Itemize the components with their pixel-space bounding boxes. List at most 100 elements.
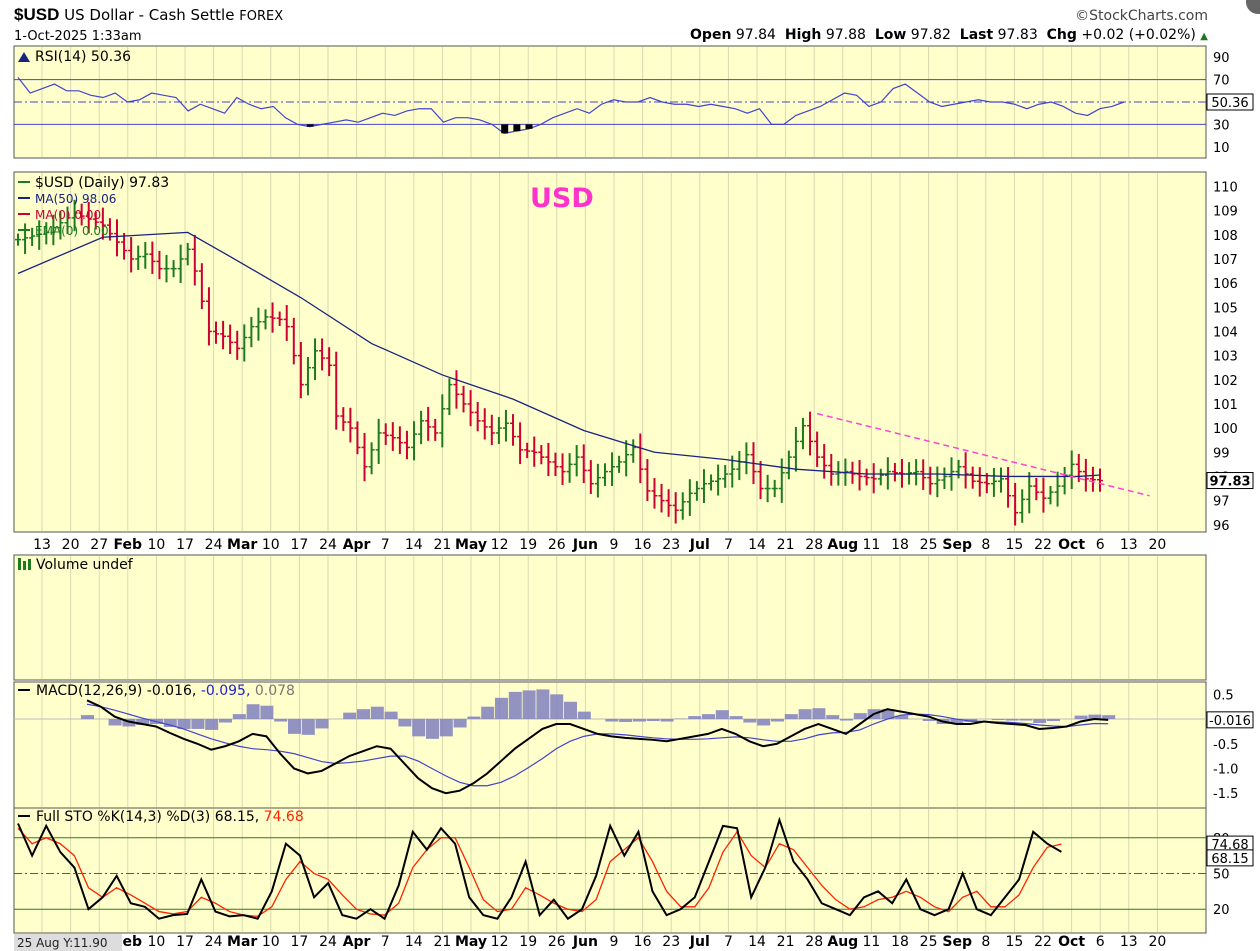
macd-histogram-bar — [108, 719, 122, 726]
source-logo[interactable]: ©StockCharts.com — [1075, 8, 1208, 24]
x-tick-label: May — [455, 537, 487, 553]
rsi-y-tick: 30 — [1213, 118, 1230, 133]
price-y-tick: 101 — [1213, 398, 1238, 413]
symbol-name: US Dollar - Cash Settle — [64, 6, 235, 24]
macd-histogram-bar — [191, 719, 205, 729]
volume-icon-bar — [28, 559, 31, 570]
macd-histogram-bar — [412, 719, 426, 737]
macd-histogram-bar — [495, 697, 508, 720]
macd-histogram-bar — [370, 706, 384, 720]
macd-histogram-bar — [743, 719, 757, 723]
macd-histogram-bar — [439, 719, 453, 737]
x-tick-label: 19 — [519, 537, 537, 553]
price-last-value-box — [1206, 472, 1254, 490]
rsi-oversold-mark — [513, 124, 521, 132]
x-tick-label-bottom: Aug — [827, 934, 858, 950]
ohlc-readout: Open 97.84 High 97.88 Low 97.82 Last 97.… — [690, 27, 1208, 43]
x-tick-label: 26 — [548, 537, 566, 553]
volume-icon-bar — [23, 561, 26, 570]
x-tick-label-bottom: May — [455, 934, 487, 950]
x-tick-label: 10 — [262, 537, 280, 553]
x-tick-label-bottom: 24 — [205, 934, 223, 950]
price-y-tick: 104 — [1213, 325, 1238, 340]
x-tick-label-bottom: Jul — [689, 934, 710, 950]
price-y-tick: 107 — [1213, 253, 1238, 268]
macd-histogram-bar — [798, 709, 812, 720]
x-tick-label-bottom: 11 — [862, 934, 880, 950]
macd-legend: MACD(12,26,9) -0.016, -0.095, 0.078 — [36, 683, 295, 699]
volume-legend: Volume undef — [36, 557, 134, 573]
macd-histogram-bar — [771, 719, 784, 722]
rsi-y-tick: 10 — [1213, 141, 1230, 156]
price-y-tick: 106 — [1213, 277, 1238, 292]
x-tick-label: 11 — [862, 537, 880, 553]
macd-histogram-bar — [646, 719, 660, 722]
x-tick-label: 20 — [1148, 537, 1166, 553]
macd-histogram-bar — [219, 719, 232, 723]
macd-histogram-bar — [1033, 719, 1047, 724]
open-label: Open — [690, 27, 732, 43]
rsi-oversold-mark — [306, 124, 314, 127]
x-tick-label: 13 — [33, 537, 51, 553]
x-tick-label-bottom: 16 — [634, 934, 652, 950]
x-tick-label-bottom: Apr — [343, 934, 371, 950]
x-tick-label-bottom: 21 — [433, 934, 451, 950]
rsi-oversold-mark — [501, 124, 509, 134]
macd-histogram-bar — [688, 716, 702, 720]
high-label: High — [784, 27, 822, 43]
price-last-value: 97.83 — [1209, 475, 1250, 490]
macd-histogram-bar — [577, 711, 591, 720]
macd-histogram-bar — [122, 719, 136, 727]
macd-histogram-bar — [163, 719, 177, 727]
x-tick-label-bottom: 17 — [176, 934, 194, 950]
macd-histogram-bar — [1074, 715, 1088, 720]
x-tick-label: 23 — [662, 537, 680, 553]
macd-histogram-bar — [1019, 719, 1033, 721]
rsi-y-tick: 90 — [1213, 51, 1230, 66]
close-icon[interactable] — [1246, 0, 1260, 14]
price-y-tick: 110 — [1213, 180, 1238, 195]
low-label: Low — [874, 27, 907, 43]
macd-histogram-bar — [398, 719, 412, 727]
x-tick-label-bottom: 17 — [290, 934, 308, 950]
price-y-tick: 100 — [1213, 422, 1238, 437]
rsi-y-tick: 70 — [1213, 74, 1230, 89]
x-tick-label-bottom: 10 — [147, 934, 165, 950]
macd-histogram-bar — [991, 719, 1005, 721]
macd-histogram-bar — [550, 694, 564, 720]
macd-histogram-bar — [1088, 714, 1102, 720]
x-tick-label: 27 — [90, 537, 108, 553]
x-tick-label: 6 — [1096, 537, 1105, 553]
macd-histogram-bar — [757, 719, 771, 726]
macd-histogram-bar — [536, 689, 550, 720]
x-tick-label-bottom: 22 — [1034, 934, 1052, 950]
rsi-legend: RSI(14) 50.36 — [35, 49, 131, 65]
x-tick-label-bottom: 20 — [1148, 934, 1166, 950]
ma50-line — [17, 231, 1101, 478]
sto-d-last-value: 74.68 — [1211, 838, 1248, 853]
rsi-last-value-box — [1206, 93, 1254, 111]
macd-histogram-bar — [660, 719, 674, 722]
x-tick-label: Mar — [227, 537, 257, 553]
macd-histogram-bar — [357, 709, 370, 720]
macd-histogram-bar — [288, 719, 301, 734]
chart-title: USD — [530, 183, 594, 214]
macd-last-value: -0.016 — [1209, 714, 1251, 729]
macd-histogram-bar — [481, 706, 495, 720]
up-arrow-icon: ▲ — [1200, 31, 1208, 42]
cursor-readout: 25 Aug Y:11.90 — [17, 936, 107, 950]
x-tick-label-bottom: 28 — [805, 934, 823, 950]
chg-label: Chg — [1046, 27, 1077, 43]
price-y-tick: 97 — [1213, 495, 1230, 510]
macd-histogram-bar — [205, 719, 219, 730]
high-value: 97.88 — [825, 27, 866, 43]
chg-value: +0.02 (+0.02%) — [1081, 27, 1196, 43]
x-tick-label-bottom: 14 — [405, 934, 423, 950]
macd-histogram-bar — [232, 714, 246, 720]
price-y-tick: 96 — [1213, 519, 1230, 534]
x-tick-label: 21 — [777, 537, 795, 553]
x-tick-label: 17 — [290, 537, 308, 553]
x-tick-label: Apr — [343, 537, 371, 553]
exchange: FOREX — [239, 9, 284, 24]
x-tick-label-bottom: 14 — [748, 934, 766, 950]
